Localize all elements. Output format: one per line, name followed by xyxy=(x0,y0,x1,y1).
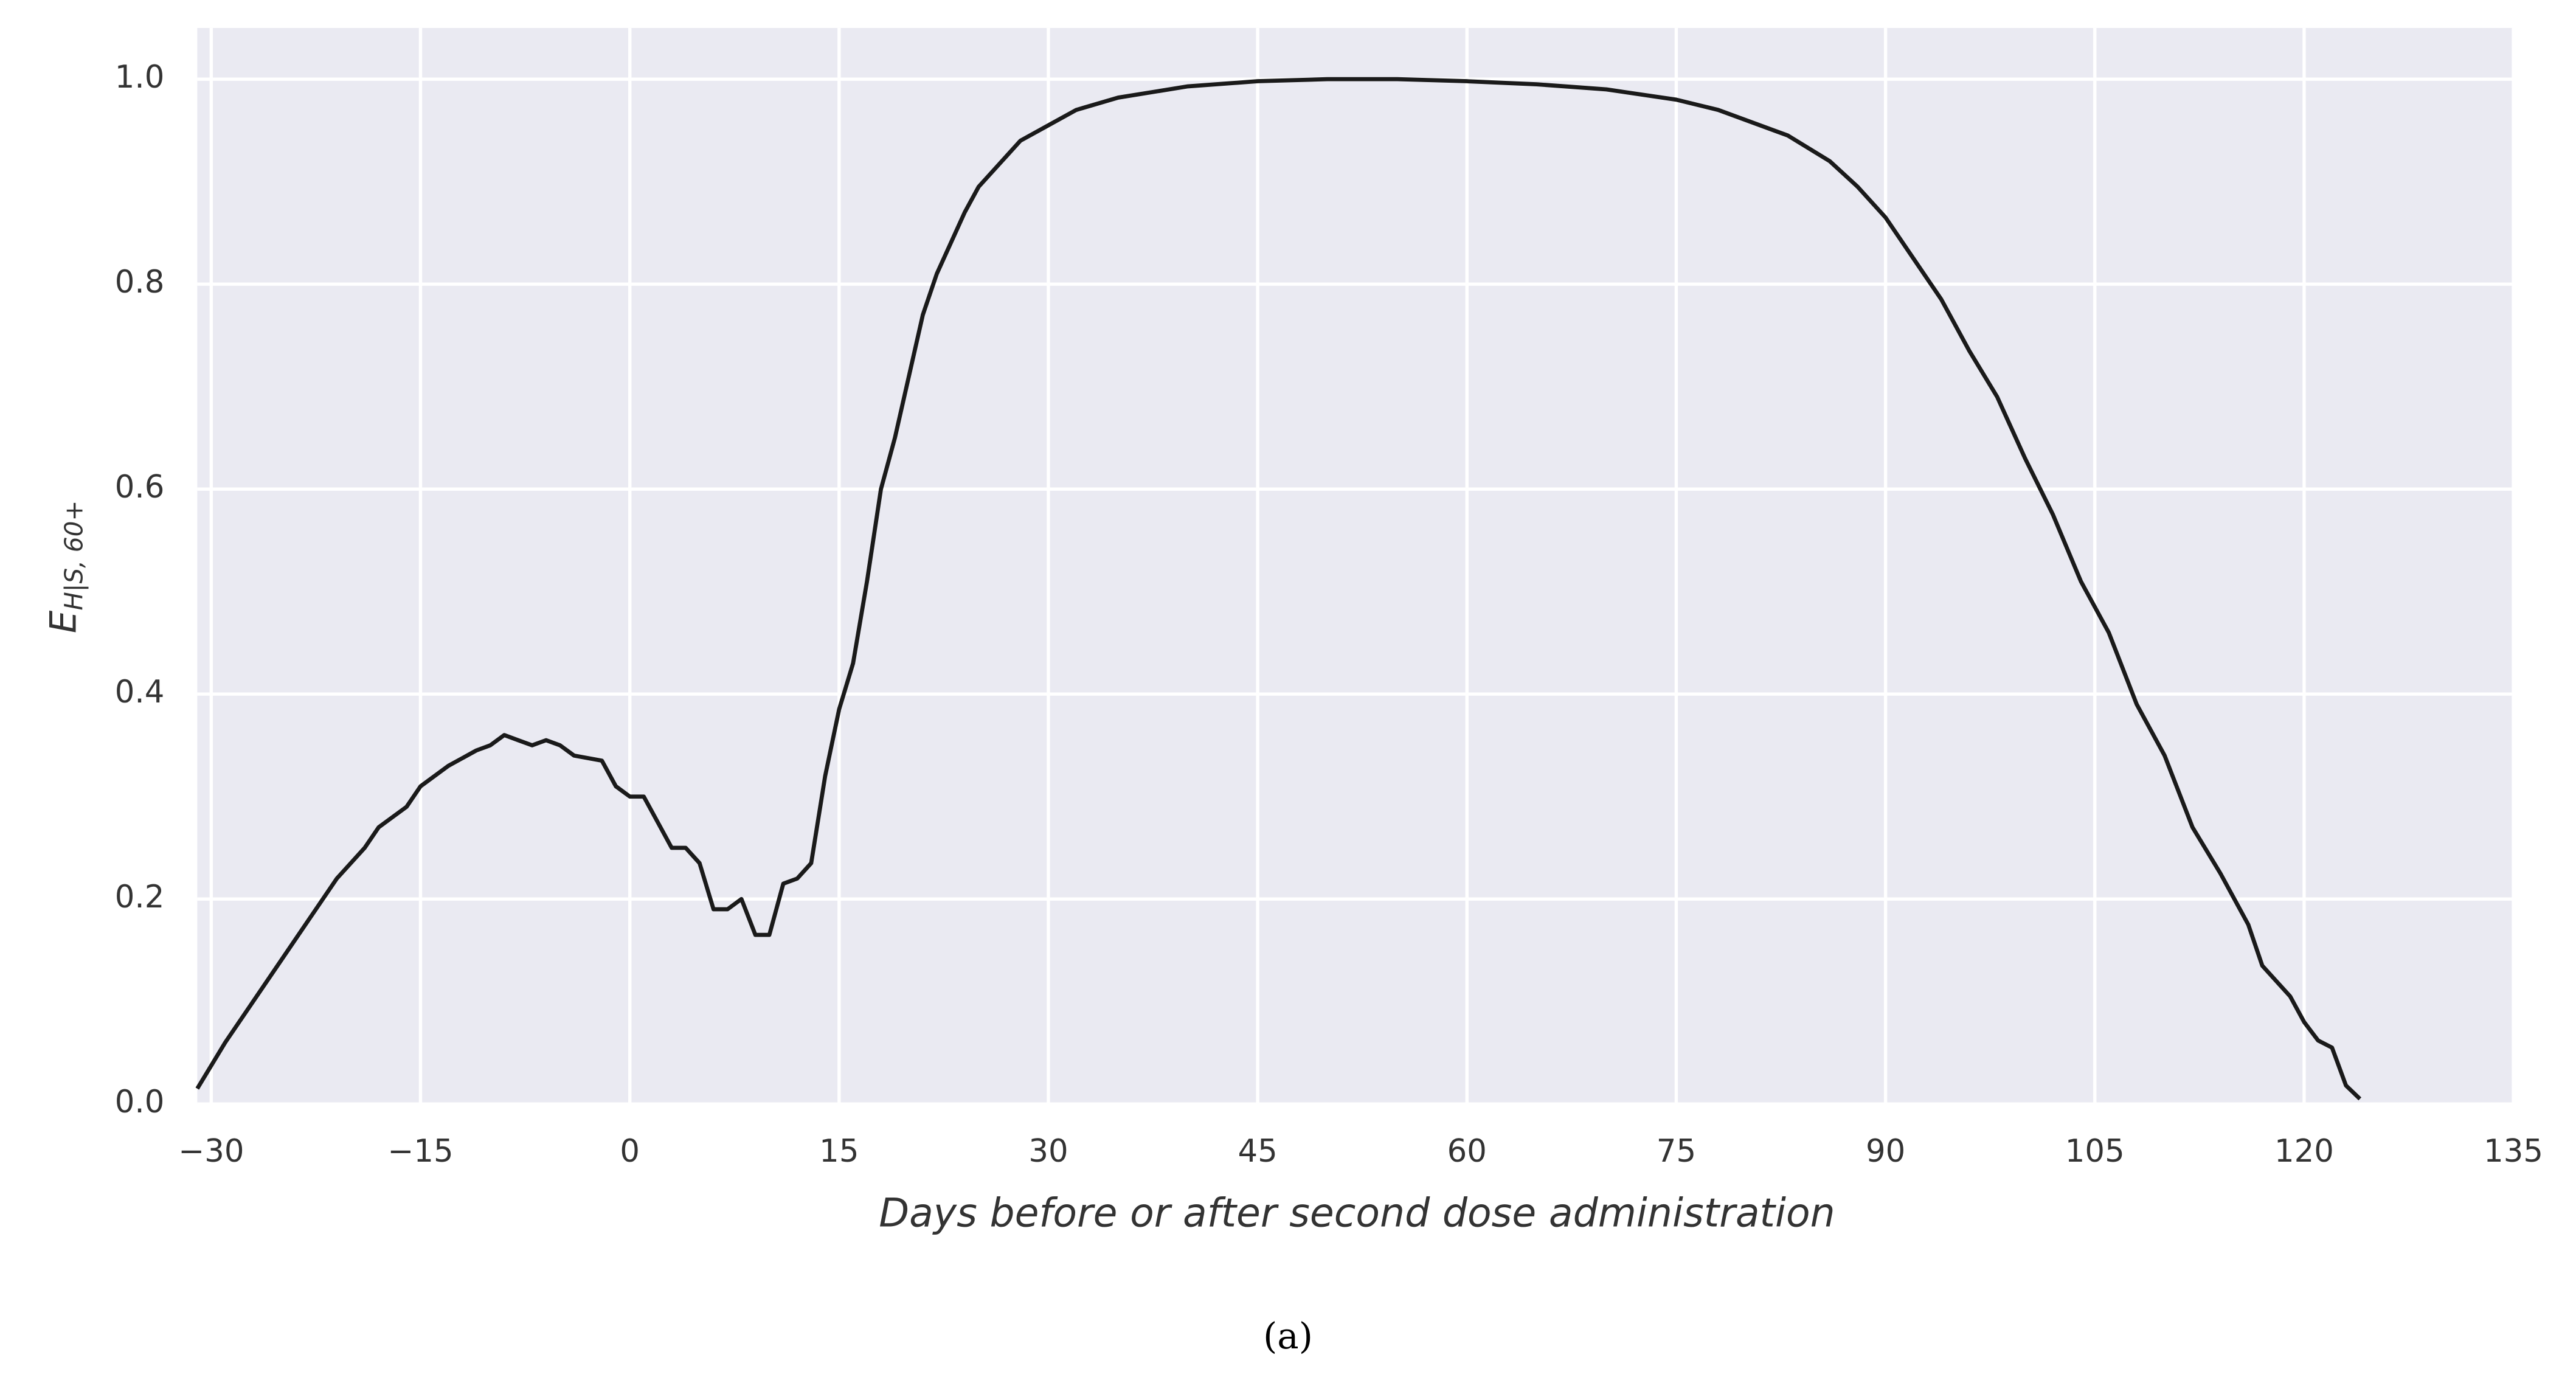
y-tick-label: 0.6 xyxy=(115,469,165,505)
x-tick-label: 105 xyxy=(2065,1133,2125,1170)
y-tick-label: 1.0 xyxy=(115,59,165,95)
marks xyxy=(195,77,2362,1101)
x-tick-label: 15 xyxy=(819,1133,859,1170)
y-axis-label: EH|S, 60+ xyxy=(43,501,88,634)
x-tick-label: 120 xyxy=(2274,1133,2334,1170)
y-tick-label: 0.2 xyxy=(115,879,165,915)
plot-background xyxy=(197,27,2514,1104)
y-tick-label: 0.0 xyxy=(115,1084,165,1120)
x-axis-label: Days before or after second dose adminis… xyxy=(879,1190,1835,1236)
x-tick-label: 75 xyxy=(1657,1133,1696,1170)
y-axis-label-sub: H|S, 60+ xyxy=(60,501,89,611)
data-line xyxy=(195,77,2362,1101)
x-tick-label: 0 xyxy=(620,1133,640,1170)
y-axis-label-main: E xyxy=(43,610,85,633)
x-tick-label: 90 xyxy=(1866,1133,1905,1170)
x-tick-label: 135 xyxy=(2484,1133,2543,1170)
x-tick-label: 30 xyxy=(1028,1133,1068,1170)
x-tick-label: 60 xyxy=(1447,1133,1487,1170)
x-tick-label: 45 xyxy=(1238,1133,1277,1170)
y-tick-label: 0.8 xyxy=(115,264,165,300)
x-tick-label: −30 xyxy=(178,1133,244,1170)
y-tick-label: 0.4 xyxy=(115,674,165,710)
caption: (a) xyxy=(1263,1316,1313,1357)
x-tick-label: −15 xyxy=(387,1133,453,1170)
